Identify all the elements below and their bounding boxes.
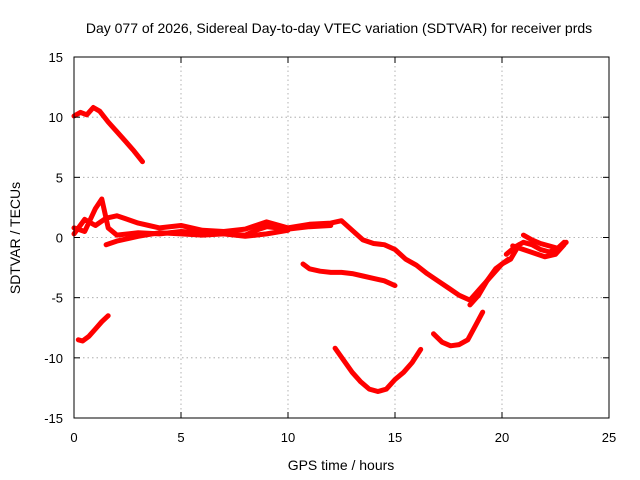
series-arc-10: [510, 242, 567, 260]
series-arc-6: [300, 261, 398, 289]
series-arc-2: [75, 313, 111, 344]
data-series: [71, 105, 569, 394]
y-tick-label: -5: [51, 291, 63, 306]
y-tick-labels: -15 -10 -5 0 5 10 15: [44, 50, 63, 426]
y-tick-label: 10: [49, 110, 63, 125]
x-tick-label: 20: [495, 430, 509, 445]
series-arc-1: [71, 105, 145, 165]
y-tick-label: 5: [56, 170, 63, 185]
x-tick-label: 0: [70, 430, 77, 445]
x-tick-label: 5: [177, 430, 184, 445]
series-arc-9: [467, 242, 522, 308]
series-arc-5: [103, 227, 291, 248]
chart-title: Day 077 of 2026, Sidereal Day-to-day VTE…: [86, 20, 592, 36]
grid-lines: [74, 57, 609, 418]
series-arc-7: [332, 345, 424, 394]
y-axis-label: SDTVAR / TECUs: [7, 182, 23, 294]
series-arc-8: [431, 309, 486, 349]
y-tick-label: -15: [44, 411, 63, 426]
y-tick-label: 0: [56, 231, 63, 246]
x-tick-label: 15: [388, 430, 402, 445]
x-tick-label: 25: [602, 430, 616, 445]
axis-ticks: [73, 56, 610, 419]
x-axis-label: GPS time / hours: [288, 457, 395, 473]
x-tick-labels: 0 5 10 15 20 25: [70, 430, 616, 445]
series-arc-12: [503, 239, 569, 257]
y-tick-label: -10: [44, 351, 63, 366]
y-tick-label: 15: [49, 50, 63, 65]
series-arc-3: [71, 213, 511, 303]
x-tick-label: 10: [281, 430, 295, 445]
